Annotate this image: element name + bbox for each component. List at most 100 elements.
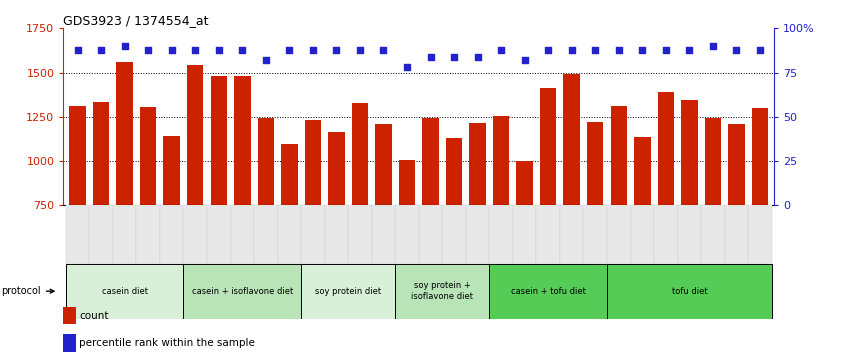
- Bar: [584, 205, 607, 264]
- Bar: [705, 118, 721, 205]
- Bar: [630, 205, 654, 264]
- Text: count: count: [79, 311, 108, 321]
- Bar: [66, 264, 184, 319]
- Bar: [140, 107, 157, 205]
- Text: percentile rank within the sample: percentile rank within the sample: [79, 338, 255, 348]
- Bar: [281, 144, 298, 205]
- Bar: [489, 205, 513, 264]
- Bar: [607, 264, 772, 319]
- Bar: [725, 205, 748, 264]
- Bar: [305, 120, 321, 205]
- Bar: [446, 138, 462, 205]
- Bar: [257, 118, 274, 205]
- Bar: [349, 205, 371, 264]
- Bar: [701, 205, 725, 264]
- Bar: [93, 102, 109, 205]
- Bar: [513, 205, 536, 264]
- Bar: [752, 108, 768, 205]
- Bar: [728, 124, 744, 205]
- Point: [306, 47, 320, 52]
- Point: [71, 47, 85, 52]
- Bar: [328, 132, 344, 205]
- Bar: [634, 137, 651, 205]
- Bar: [69, 106, 85, 205]
- Bar: [395, 264, 489, 319]
- Point: [589, 47, 602, 52]
- Bar: [516, 161, 533, 205]
- Point: [283, 47, 296, 52]
- Bar: [536, 205, 560, 264]
- Bar: [681, 100, 698, 205]
- Point: [235, 47, 249, 52]
- Text: casein + isoflavone diet: casein + isoflavone diet: [192, 287, 293, 296]
- Point: [471, 54, 485, 59]
- Bar: [748, 205, 772, 264]
- Point: [612, 47, 625, 52]
- Bar: [66, 205, 90, 264]
- Bar: [301, 205, 325, 264]
- Point: [400, 64, 414, 70]
- Bar: [587, 122, 603, 205]
- Bar: [563, 74, 580, 205]
- Bar: [376, 124, 392, 205]
- Bar: [230, 205, 254, 264]
- Point: [259, 57, 272, 63]
- Bar: [419, 205, 442, 264]
- Point: [165, 47, 179, 52]
- Point: [424, 54, 437, 59]
- Bar: [63, 307, 76, 324]
- Point: [212, 47, 226, 52]
- Bar: [254, 205, 277, 264]
- Bar: [90, 205, 113, 264]
- Bar: [325, 205, 349, 264]
- Bar: [113, 205, 136, 264]
- Bar: [398, 160, 415, 205]
- Bar: [117, 62, 133, 205]
- Bar: [234, 76, 250, 205]
- Point: [706, 43, 720, 49]
- Bar: [352, 103, 368, 205]
- Bar: [160, 205, 184, 264]
- Bar: [184, 264, 301, 319]
- Point: [518, 57, 531, 63]
- Text: soy protein diet: soy protein diet: [315, 287, 382, 296]
- Bar: [301, 264, 395, 319]
- Bar: [187, 65, 203, 205]
- Bar: [540, 88, 557, 205]
- Bar: [184, 205, 207, 264]
- Text: casein diet: casein diet: [102, 287, 148, 296]
- Point: [448, 54, 461, 59]
- Bar: [657, 92, 674, 205]
- Bar: [470, 123, 486, 205]
- Text: casein + tofu diet: casein + tofu diet: [511, 287, 585, 296]
- Bar: [466, 205, 489, 264]
- Point: [635, 47, 649, 52]
- Text: soy protein +
isoflavone diet: soy protein + isoflavone diet: [411, 281, 473, 301]
- Bar: [442, 205, 466, 264]
- Point: [95, 47, 108, 52]
- Bar: [163, 136, 180, 205]
- Point: [683, 47, 696, 52]
- Bar: [607, 205, 630, 264]
- Bar: [63, 334, 76, 352]
- Text: protocol: protocol: [1, 286, 54, 296]
- Bar: [211, 76, 227, 205]
- Point: [189, 47, 202, 52]
- Bar: [560, 205, 584, 264]
- Bar: [207, 205, 230, 264]
- Point: [353, 47, 366, 52]
- Point: [659, 47, 673, 52]
- Bar: [136, 205, 160, 264]
- Point: [494, 47, 508, 52]
- Bar: [371, 205, 395, 264]
- Text: GDS3923 / 1374554_at: GDS3923 / 1374554_at: [63, 14, 209, 27]
- Bar: [277, 205, 301, 264]
- Point: [141, 47, 155, 52]
- Bar: [654, 205, 678, 264]
- Point: [729, 47, 743, 52]
- Bar: [489, 264, 607, 319]
- Point: [330, 47, 343, 52]
- Bar: [422, 118, 439, 205]
- Text: tofu diet: tofu diet: [672, 287, 707, 296]
- Point: [118, 43, 131, 49]
